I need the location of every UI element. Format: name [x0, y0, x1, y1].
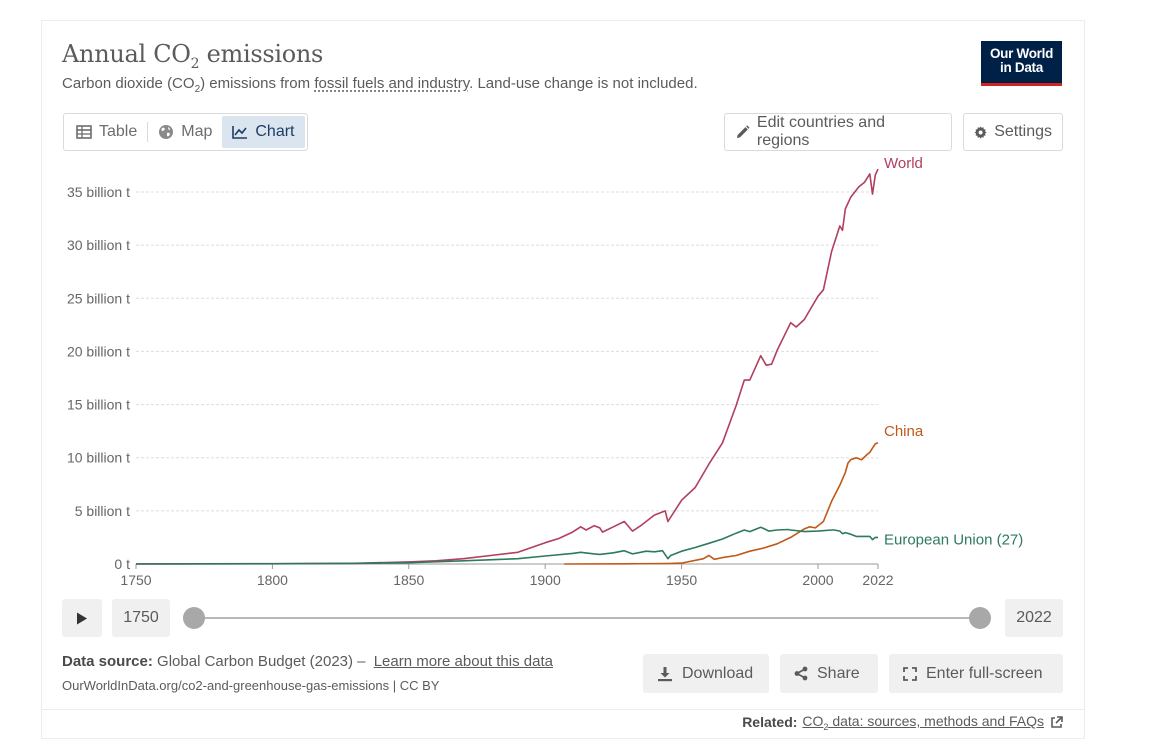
play-button[interactable]: [62, 599, 102, 637]
learn-more-link[interactable]: Learn more about this data: [373, 653, 553, 670]
x-tick-label: 2022: [862, 572, 893, 588]
expand-icon: [903, 666, 917, 681]
timeline-start-handle[interactable]: [183, 607, 205, 629]
share-button[interactable]: Share: [780, 654, 878, 693]
play-icon: [77, 612, 87, 624]
x-tick-label: 1900: [530, 572, 561, 588]
timeline-end-year[interactable]: 2022: [1005, 599, 1063, 637]
pencil-icon: [736, 124, 750, 138]
fossil-fuels-link[interactable]: fossil fuels and industry: [314, 75, 470, 92]
tab-map[interactable]: Map: [148, 116, 222, 148]
chart-url: OurWorldInData.org/co2-and-greenhouse-ga…: [62, 678, 440, 693]
y-tick-label: 10 billion t: [67, 450, 130, 466]
table-icon: [76, 125, 92, 139]
emissions-line-chart: 0 t 5 billion t 10 billion t 15 billion t 20…: [67, 155, 1023, 588]
related-bar: [41, 708, 1085, 739]
timeline-start-year[interactable]: 1750: [112, 599, 170, 637]
globe-icon: [159, 125, 174, 139]
owid-logo[interactable]: Our World in Data: [981, 41, 1062, 86]
edit-countries-button[interactable]: Edit countries and regions: [724, 113, 952, 151]
tab-table[interactable]: Table: [66, 116, 147, 148]
related-faq-link[interactable]: CO2 data: sources, methods and FAQs: [802, 713, 1044, 732]
x-tick-label: 2000: [802, 572, 833, 588]
share-icon: [794, 666, 808, 681]
series-label: European Union (27): [884, 531, 1023, 548]
y-tick-label: 25 billion t: [67, 290, 130, 306]
y-tick-label: 15 billion t: [67, 397, 130, 413]
x-tick-label: 1850: [393, 572, 424, 588]
y-tick-label: 5 billion t: [75, 503, 130, 519]
external-link-icon: [1051, 716, 1063, 728]
timeline-end-handle[interactable]: [969, 607, 991, 629]
series-line-china: [564, 442, 879, 565]
line-chart-icon: [232, 126, 248, 139]
series-label: World: [884, 155, 923, 172]
page-title: Annual CO2 emissions: [62, 40, 324, 72]
series-line-european-union-27: [135, 526, 878, 565]
view-tabs: Table Map Chart: [63, 113, 308, 151]
x-tick-label: 1750: [120, 572, 151, 588]
chart-subtitle: Carbon dioxide (CO2) emissions from foss…: [62, 75, 698, 95]
gear-icon: [974, 125, 987, 139]
data-source: Data source: Global Carbon Budget (2023)…: [62, 653, 553, 670]
y-tick-label: 35 billion t: [67, 184, 130, 200]
x-tick-label: 1800: [257, 572, 288, 588]
series-label: China: [884, 423, 924, 440]
y-tick-label: 0 t: [114, 556, 130, 572]
fullscreen-button[interactable]: Enter full-screen: [889, 654, 1063, 693]
series-line-world: [135, 168, 879, 565]
x-tick-label: 1950: [666, 572, 697, 588]
download-icon: [658, 666, 672, 681]
download-button[interactable]: Download: [643, 654, 769, 693]
y-tick-label: 30 billion t: [67, 237, 130, 253]
tab-chart[interactable]: Chart: [222, 116, 305, 148]
y-tick-label: 20 billion t: [67, 343, 130, 359]
timeline-slider-track[interactable]: [194, 617, 980, 619]
related-link-row: Related: CO2 data: sources, methods and …: [742, 713, 1063, 732]
settings-button[interactable]: Settings: [963, 113, 1063, 151]
